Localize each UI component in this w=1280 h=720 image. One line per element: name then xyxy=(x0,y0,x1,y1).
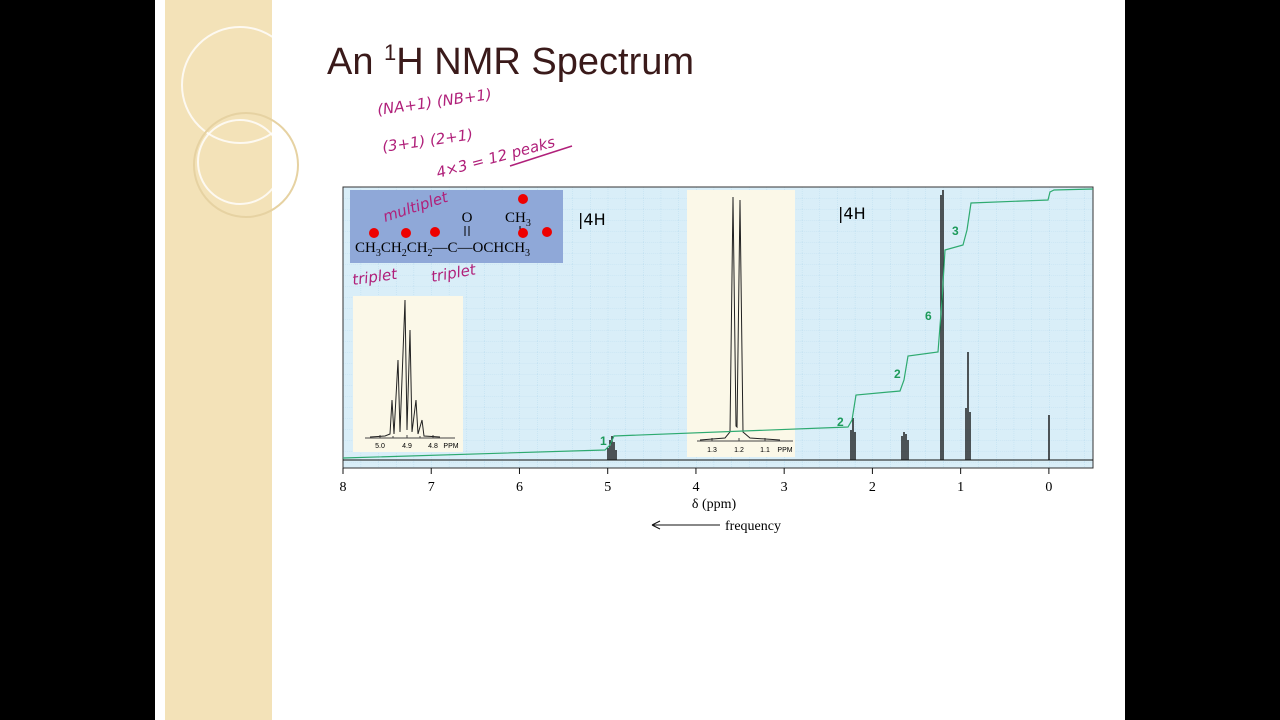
integral-label: 6 xyxy=(925,309,932,323)
integral-curve xyxy=(342,188,1094,459)
x-axis-label: δ (ppm) xyxy=(692,497,737,512)
x-tick-label: 3 xyxy=(781,480,788,495)
inset-tick-label: 4.8 xyxy=(428,443,438,450)
inset-trace xyxy=(699,196,781,441)
integral-label: 1 xyxy=(600,434,607,448)
integral-label: 2 xyxy=(837,415,844,429)
inset-unit: PPM xyxy=(443,443,458,450)
inset-tick-label: 1.2 xyxy=(734,447,744,454)
decor xyxy=(193,112,299,218)
integral-label: 2 xyxy=(894,367,901,381)
structure-text: CH3CH2CH2—C—OCHCH3 xyxy=(355,240,530,259)
inset-tick-label: 4.9 xyxy=(402,443,412,450)
x-axis: 8 7 6 5 4 3 2 1 0 xyxy=(340,468,1052,495)
structure-part: CH xyxy=(407,240,428,256)
structure-part: —C—OCHCH xyxy=(432,240,526,256)
title-sup: 1 xyxy=(384,40,396,65)
structure-part: CH xyxy=(381,240,402,256)
structure-sub: 2 xyxy=(402,248,407,259)
structure-part: CH xyxy=(505,210,526,226)
inset-tick-label: 1.3 xyxy=(707,447,717,454)
direction-label: frequency xyxy=(725,519,781,534)
structure-sub: 2 xyxy=(428,248,433,259)
structure-sub: 3 xyxy=(525,248,530,259)
arrow xyxy=(651,520,720,530)
x-tick-label: 1 xyxy=(957,480,964,495)
annotation: |4H xyxy=(838,204,866,223)
structure-part: CH xyxy=(355,240,376,256)
title-part: An xyxy=(327,41,384,83)
annotation: |4H xyxy=(578,210,606,229)
inset xyxy=(353,296,463,452)
inset-tick-label: 1.1 xyxy=(760,447,770,454)
x-tick-label: 4 xyxy=(692,480,699,495)
structure-box xyxy=(350,190,563,263)
x-tick-label: 5 xyxy=(604,480,611,495)
decor xyxy=(181,26,299,144)
inset-labels: 5.0 4.9 4.8 PPM xyxy=(375,443,459,450)
integral-label: 3 xyxy=(952,224,959,238)
inset-trace xyxy=(369,299,441,438)
inset-unit: PPM xyxy=(777,447,792,454)
inset xyxy=(687,190,795,457)
x-tick-label: 8 xyxy=(340,480,347,495)
underline xyxy=(509,145,573,167)
decor xyxy=(197,119,283,205)
spectrum-peaks xyxy=(607,190,1050,460)
x-tick-label: 6 xyxy=(516,480,523,495)
structure-text: O xyxy=(462,210,473,226)
structure-text: CH3 xyxy=(505,210,531,229)
title-part: H NMR Spectrum xyxy=(396,41,694,83)
x-tick-label: 7 xyxy=(428,480,435,495)
proton-dots xyxy=(369,194,552,238)
slide-title: An 1H NMR Spectrum xyxy=(327,40,694,83)
structure-sub: 3 xyxy=(376,248,381,259)
structure-sub: 3 xyxy=(526,218,531,229)
inset-labels: 1.3 1.2 1.1 PPM xyxy=(707,447,793,454)
inset-tick-label: 5.0 xyxy=(375,443,385,450)
x-tick-label: 0 xyxy=(1045,480,1052,495)
side-strip xyxy=(165,0,272,720)
x-tick-label: 2 xyxy=(869,480,876,495)
